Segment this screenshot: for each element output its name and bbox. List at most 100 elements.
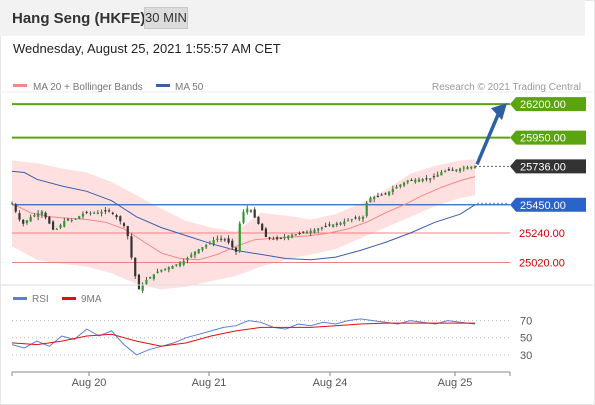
candle-body (175, 264, 178, 266)
candle-body (44, 212, 47, 218)
legend-swatch-rsi (13, 297, 27, 300)
level-tag (510, 130, 586, 145)
candle-body (25, 220, 29, 224)
candle-body (324, 225, 327, 227)
candle-body (48, 216, 51, 224)
candle-body (100, 212, 103, 214)
candle-body (287, 235, 290, 239)
rsi-tick-label: 50 (520, 333, 532, 345)
candle-body (190, 254, 193, 258)
candle-body (462, 167, 465, 169)
candle-body (283, 236, 286, 239)
legend-swatch-9ma (62, 297, 76, 300)
candle-body (193, 251, 197, 256)
candle-body (268, 237, 271, 239)
candle-body (246, 208, 249, 213)
candle-body (81, 213, 85, 217)
candle-body (257, 216, 260, 224)
candle-body (410, 179, 413, 181)
candle-body (160, 269, 163, 272)
candle-body (458, 168, 462, 172)
candle-body (149, 277, 152, 279)
candle-body (451, 169, 454, 171)
candle-body (55, 228, 58, 230)
candle-body (182, 261, 185, 265)
candle-body (33, 215, 36, 217)
candle-body (264, 228, 268, 237)
candle-body (122, 223, 126, 226)
candle-body (455, 169, 458, 172)
level-label: 26200.00 (520, 99, 566, 111)
candle-body (63, 220, 66, 227)
candle-body (350, 219, 353, 221)
legend-ma50-label: MA 50 (175, 82, 204, 93)
x-tick-label: Aug 25 (438, 377, 473, 389)
candle-body (335, 223, 338, 225)
level-label: 25950.00 (520, 133, 566, 145)
candle-body (242, 211, 245, 223)
forecast-arrowhead (491, 103, 507, 121)
candle-body (406, 180, 409, 183)
candle-body (163, 268, 167, 270)
candle-body (171, 265, 174, 269)
candle-body (313, 229, 316, 233)
candle-body (447, 169, 450, 171)
candle-body (85, 211, 88, 213)
candle-body (444, 170, 447, 172)
candle-body (186, 257, 189, 261)
candle-body (473, 166, 477, 169)
candle-body (339, 222, 342, 225)
candle-body (119, 216, 122, 222)
candle-body (376, 195, 380, 197)
candle-body (29, 216, 32, 222)
candle-body (231, 240, 234, 248)
forecast-arrow (475, 109, 502, 166)
candle-body (66, 219, 70, 221)
candle-body (354, 217, 357, 219)
candle-body (290, 234, 294, 237)
candle-body (167, 267, 170, 270)
rsi-line (11, 318, 476, 356)
level-tag (510, 97, 586, 112)
level-label: 25020.00 (519, 257, 565, 269)
candle-body (145, 279, 148, 284)
candle-body (395, 186, 398, 189)
bollinger-band (12, 159, 475, 290)
candle-body (317, 228, 320, 231)
legend-swatch-ma20 (13, 84, 27, 87)
timeframe-button[interactable]: 30 MIN (144, 7, 188, 29)
candle-body (212, 240, 215, 245)
candle-body (328, 224, 331, 226)
candle-body (10, 203, 14, 205)
candle-body (369, 197, 372, 203)
legend-swatch-ma50 (156, 84, 170, 87)
candle-body (302, 231, 305, 233)
candle-body (227, 238, 230, 243)
candle-body (111, 212, 114, 214)
candle-body (402, 182, 406, 186)
candle-body (238, 223, 241, 252)
candle-body (305, 231, 309, 234)
candle-body (470, 166, 473, 169)
candle-body (332, 224, 335, 228)
candle-body (373, 196, 376, 200)
candle-body (74, 218, 77, 220)
x-tick-label: Aug 24 (313, 377, 348, 389)
candle-body (134, 257, 137, 277)
candle-body (223, 239, 226, 241)
candle-body (361, 216, 365, 220)
candle-body (272, 239, 275, 240)
candle-body (388, 191, 391, 196)
rsi-tick-label: 30 (520, 350, 532, 362)
candle-body (89, 212, 92, 214)
legend-9ma-label: 9MA (81, 294, 102, 305)
candle-body (156, 271, 159, 273)
candle-body (137, 274, 141, 290)
candle-body (126, 226, 129, 237)
candle-body (440, 172, 443, 176)
candle-body (421, 178, 424, 182)
candle-body (96, 212, 99, 214)
legend-rsi-label: RSI (32, 294, 49, 305)
candle-body (399, 184, 402, 187)
candle-body (279, 237, 282, 239)
